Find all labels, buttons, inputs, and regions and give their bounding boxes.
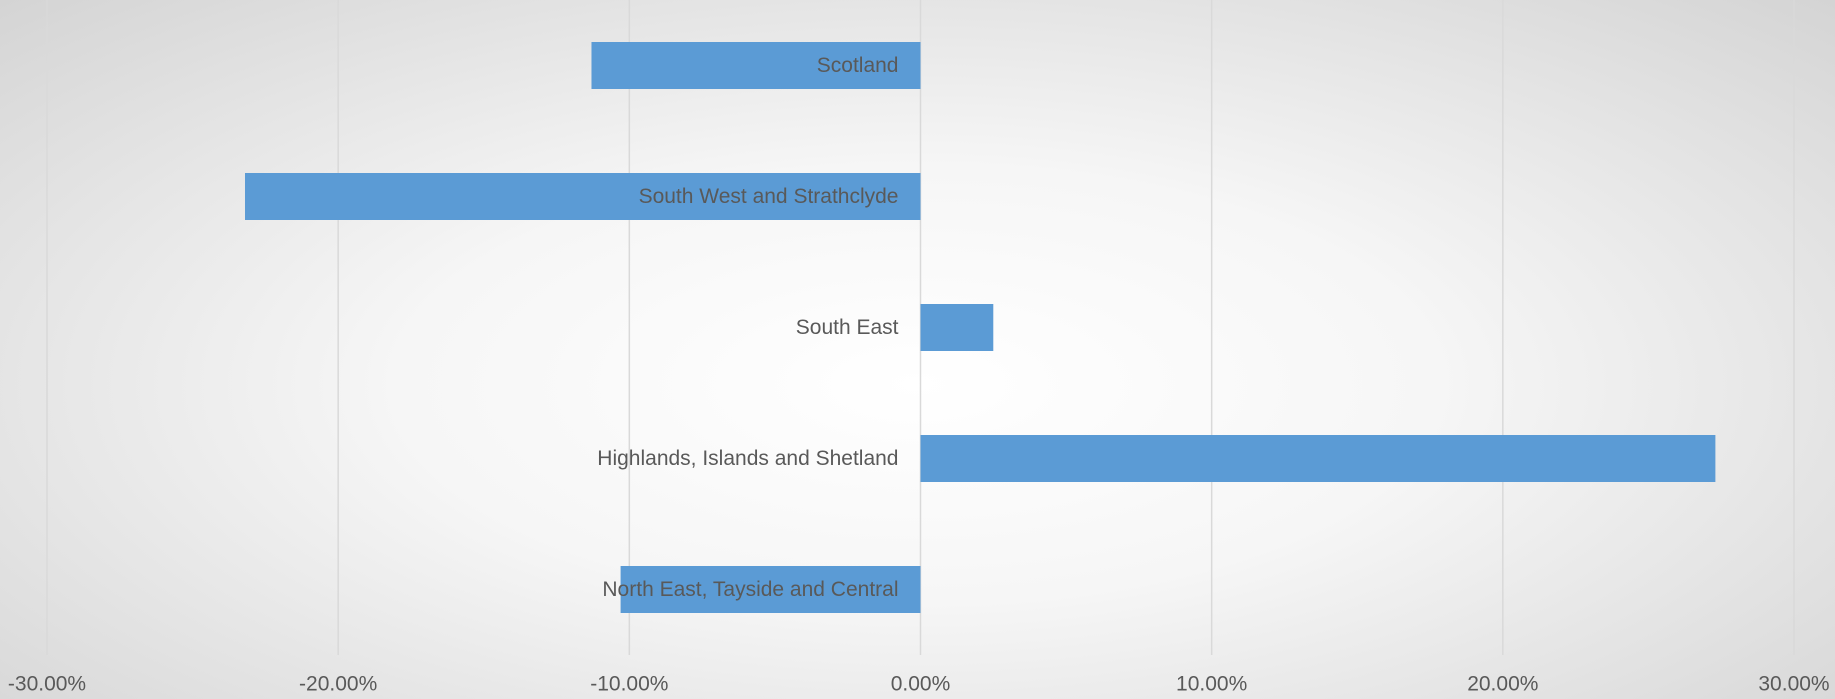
x-tick-label: -30.00% (8, 673, 86, 696)
x-tick-label: -20.00% (299, 673, 377, 696)
category-label: South West and Strathclyde (639, 185, 899, 208)
x-tick-label: 20.00% (1467, 673, 1538, 696)
x-tick-label: 10.00% (1176, 673, 1247, 696)
category-label: North East, Tayside and Central (602, 578, 898, 601)
x-tick-label: -10.00% (590, 673, 668, 696)
x-tick-label: 30.00% (1758, 673, 1829, 696)
bar (591, 42, 921, 89)
category-label: Highlands, Islands and Shetland (597, 447, 898, 470)
bar (620, 566, 921, 613)
bar (920, 304, 994, 351)
category-label: South East (796, 316, 899, 339)
bar (920, 435, 1716, 482)
x-tick-label: 0.00% (891, 673, 951, 696)
bar (244, 173, 921, 220)
category-label: Scotland (817, 54, 899, 77)
